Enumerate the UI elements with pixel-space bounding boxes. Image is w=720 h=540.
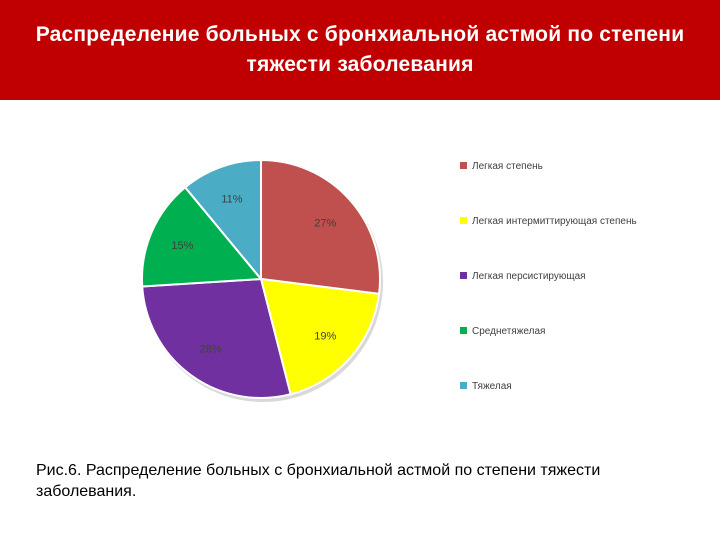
figure-caption: Рис.6. Распределение больных с бронхиаль… — [36, 462, 601, 500]
legend-swatch — [460, 162, 467, 169]
pie-slice — [183, 158, 262, 282]
legend-swatch — [460, 382, 467, 389]
pie-chart: 27% 19% 28% 15% 11% Легкая степень Легкая инт… — [141, 158, 637, 402]
legend-label: Легкая степень — [472, 161, 543, 172]
legend-label: Среднетяжелая — [472, 326, 545, 337]
legend-label: Легкая интермиттирующая степень — [472, 216, 637, 227]
slice-label: 27% — [314, 217, 336, 229]
pie-slice — [141, 185, 264, 288]
legend-swatch — [460, 272, 467, 279]
pie-slice — [141, 277, 292, 399]
slice-label: 28% — [200, 343, 222, 355]
slide-title: Распределение больных с бронхиальной аст… — [35, 23, 685, 76]
slice-label: 11% — [221, 193, 242, 205]
pie-slice — [259, 277, 381, 396]
pie-slice — [260, 158, 381, 296]
slide-header: Распределение больных с бронхиальной аст… — [0, 0, 720, 100]
slice-label: 19% — [314, 331, 336, 343]
legend-swatch — [460, 327, 467, 334]
legend-label: Тяжелая — [472, 381, 512, 392]
legend-label: Легкая персистирующая — [472, 271, 586, 282]
legend-swatch — [460, 217, 467, 224]
slice-label: 15% — [171, 240, 193, 252]
